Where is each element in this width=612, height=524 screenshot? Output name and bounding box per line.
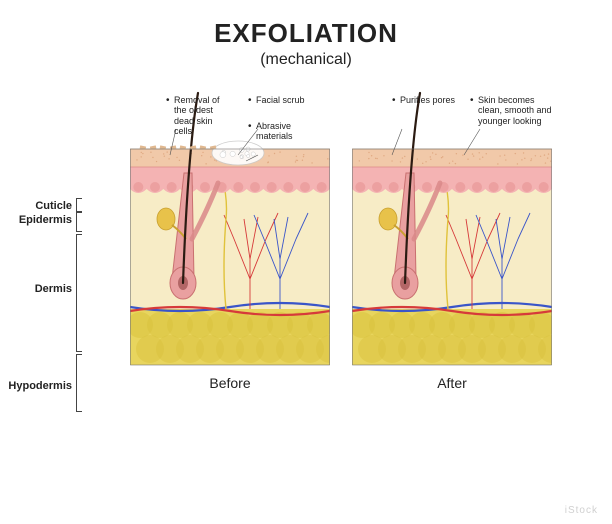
- subtitle: (mechanical): [0, 51, 612, 69]
- layer-bracket: [76, 198, 82, 212]
- panels-row: Removal ofthe oldestdead skincells Facial…: [0, 89, 612, 391]
- label-cuticle: Cuticle: [35, 200, 72, 212]
- panel-label-after: After: [352, 375, 552, 391]
- label-epidermis: Epidermis: [19, 214, 72, 226]
- panel-before: Removal ofthe oldestdead skincells Facial…: [130, 89, 330, 391]
- title: EXFOLIATION: [0, 0, 612, 49]
- callout: Removal ofthe oldestdead skincells: [174, 95, 220, 136]
- callout: Abrasivematerials: [256, 121, 293, 142]
- skin-cross-section-after: [352, 89, 552, 369]
- layer-bracket: [76, 354, 82, 412]
- callout: Purifies pores: [400, 95, 455, 105]
- callout: Skin becomesclean, smooth andyounger loo…: [478, 95, 552, 126]
- skin-cross-section-before: [130, 89, 330, 369]
- label-hypodermis: Hypodermis: [8, 380, 72, 392]
- layer-bracket: [76, 234, 82, 352]
- layer-bracket: [76, 212, 82, 232]
- watermark: iStock: [565, 505, 598, 516]
- label-dermis: Dermis: [35, 283, 72, 295]
- callout: Facial scrub: [256, 95, 305, 105]
- panel-after: Purifies pores Skin becomesclean, smooth …: [352, 89, 552, 391]
- panel-label-before: Before: [130, 375, 330, 391]
